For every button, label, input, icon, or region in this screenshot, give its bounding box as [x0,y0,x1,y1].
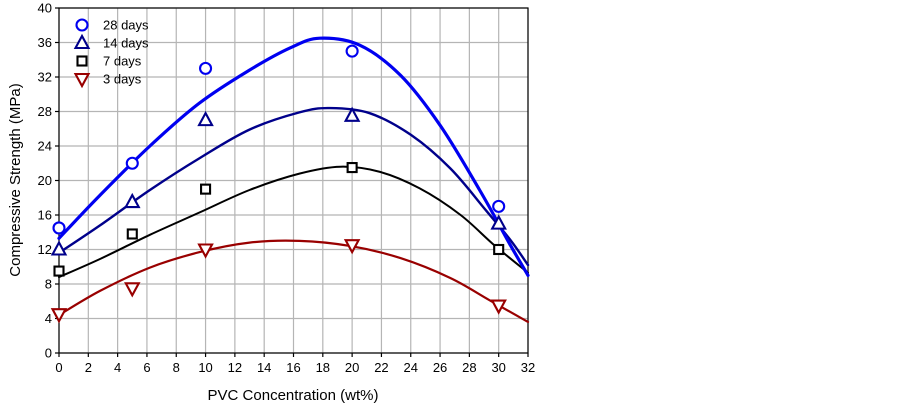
x-tick-label: 26 [433,360,447,375]
y-tick-label: 36 [38,35,52,50]
legend-item-28-days: 28 days [75,18,149,33]
y-tick-label: 12 [38,242,52,257]
legend: 28 days 14 days 7 days 3 days [73,18,149,89]
data-point-legend-14-days [73,33,91,50]
x-tick-label: 2 [85,360,92,375]
x-tick-label: 20 [345,360,359,375]
y-tick-label: 32 [38,70,52,85]
plot-border [58,7,529,354]
data-point-3-days [124,282,141,298]
data-series [50,36,530,324]
x-tick-label: 14 [257,360,271,375]
x-tick-label: 4 [114,360,121,375]
data-point-7-days [126,228,138,240]
x-tick-label: 24 [404,360,418,375]
y-tick-label: 40 [38,1,52,16]
data-point-legend-3-days [73,72,91,89]
data-point-7-days [493,243,505,256]
y-tick-label: 8 [45,277,52,292]
data-point-3-days [490,299,507,315]
x-tick-label: 8 [173,360,180,375]
legend-label: 3 days [103,72,142,87]
y-tick-label: 24 [38,139,52,154]
x-tick-label: 30 [491,360,505,375]
x-tick-label: 12 [228,360,242,375]
y-tick-label: 28 [38,104,52,119]
data-point-28-days [52,221,66,235]
data-point-28-days [492,199,506,213]
legend-item-3-days: 3 days [73,72,142,89]
legend-label: 14 days [103,36,149,51]
series-curve-14-days [57,106,530,267]
series-curve-3-days [57,239,530,323]
series-curve-28-days [57,36,530,277]
data-point-3-days [50,308,68,324]
axis-tick-labels: 0 2 4 6 8 10 12 14 16 18 20 22 24 26 28 30 3204812162024… [38,1,536,376]
y-tick-label: 4 [45,311,52,326]
data-point-7-days [200,183,212,195]
legend-item-14-days: 14 days [73,33,149,51]
x-tick-label: 10 [198,360,212,375]
x-tick-label: 0 [55,360,62,375]
data-point-14-days [490,214,507,230]
y-axis-title: Compressive Strength (MPa) [7,83,24,276]
data-point-14-days [197,110,214,127]
y-tick-label: 20 [38,173,52,188]
data-point-14-days [343,106,361,122]
x-tick-label: 6 [143,360,150,375]
x-tick-label: 28 [462,360,476,375]
data-point-7-days [346,162,358,174]
data-point-14-days [124,192,141,209]
data-point-28-days [199,61,213,75]
x-tick-label: 18 [316,360,330,375]
x-tick-label: 32 [521,360,535,375]
data-point-7-days [53,265,65,277]
x-tick-label: 22 [374,360,388,375]
x-tick-label: 16 [286,360,300,375]
data-point-28-days [125,156,139,170]
data-point-legend-28-days [75,18,89,32]
data-point-3-days [197,243,214,259]
legend-label: 7 days [103,54,142,69]
series-curve-7-days [58,165,529,279]
legend-item-7-days: 7 days [76,54,142,69]
data-point-28-days [345,44,359,58]
data-point-14-days [50,240,68,256]
data-point-3-days [343,239,361,255]
data-point-legend-7-days [76,55,88,67]
x-axis-title: PVC Concentration (wt%) [208,387,379,404]
y-tick-label: 0 [45,346,52,361]
y-tick-label: 16 [38,208,52,223]
legend-label: 28 days [103,18,149,33]
